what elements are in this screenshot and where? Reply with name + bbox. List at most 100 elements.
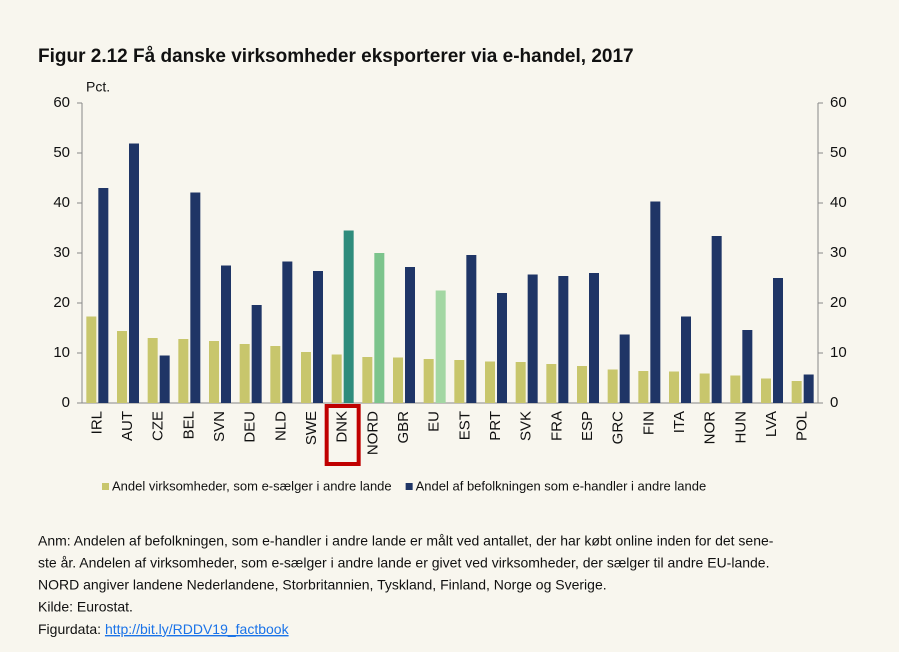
bar xyxy=(497,293,507,403)
x-tick-label: FIN xyxy=(640,411,657,435)
note-line: Anm: Andelen af befolkningen, som e-hand… xyxy=(38,533,774,549)
x-tick-label: LVA xyxy=(763,411,780,437)
bar xyxy=(251,305,262,403)
y-axis-label: Pct. xyxy=(86,79,110,95)
y2-tick-label: 10 xyxy=(830,344,847,361)
bar xyxy=(282,261,293,403)
bar xyxy=(435,290,446,403)
bar xyxy=(515,362,526,403)
y2-tick-label: 50 xyxy=(830,144,847,161)
x-tick-label: GBR xyxy=(395,411,412,444)
bar xyxy=(466,255,477,403)
x-tick-label: ITA xyxy=(671,411,688,433)
y-tick-label: 40 xyxy=(53,194,70,211)
y-tick-label: 60 xyxy=(53,94,70,111)
x-tick-label: AUT xyxy=(119,411,136,441)
bar xyxy=(98,188,109,403)
x-tick-label: CZE xyxy=(150,411,167,441)
bar xyxy=(638,371,649,403)
chart-title: Figur 2.12 Få danske virksomheder ekspor… xyxy=(38,46,634,67)
x-tick-label: FRA xyxy=(548,411,565,441)
bar xyxy=(159,355,170,403)
source-link[interactable]: http://bit.ly/RDDV19_factbook xyxy=(105,621,290,637)
bar xyxy=(270,346,281,403)
bar xyxy=(607,369,618,403)
bar xyxy=(374,253,385,403)
bar xyxy=(485,361,495,403)
legend-label: Andel virksomheder, som e-sælger i andre… xyxy=(112,478,392,493)
bar xyxy=(791,381,802,403)
bar xyxy=(527,274,538,403)
legend-swatch xyxy=(102,483,109,490)
bar xyxy=(454,360,465,403)
bar xyxy=(423,359,434,403)
highlight-box xyxy=(324,404,361,466)
x-tick-label: NLD xyxy=(272,411,289,441)
bar xyxy=(803,374,814,403)
x-tick-label: DNK xyxy=(334,411,351,443)
bar xyxy=(331,354,342,403)
legend-swatch xyxy=(405,483,413,490)
y2-tick-label: 60 xyxy=(830,94,847,111)
bar xyxy=(669,371,679,403)
y2-tick-label: 40 xyxy=(830,194,847,211)
note-line: ste år. Andelen af virksomheder, som e-s… xyxy=(38,555,769,571)
x-tick-label: GRC xyxy=(610,411,627,445)
bar xyxy=(239,344,250,403)
source-prefix: Figurdata: xyxy=(38,621,105,637)
bar xyxy=(761,378,771,403)
y-tick-label: 10 xyxy=(53,344,70,361)
x-tick-label: POL xyxy=(794,411,811,441)
x-tick-label: SWE xyxy=(303,411,320,445)
bar xyxy=(362,357,373,403)
bar xyxy=(209,341,219,403)
x-tick-label: PRT xyxy=(487,411,504,441)
bar xyxy=(650,201,661,403)
y-tick-label: 50 xyxy=(53,144,70,161)
bar xyxy=(589,273,599,403)
y-tick-label: 0 xyxy=(62,394,70,411)
bar xyxy=(699,373,710,403)
bar xyxy=(178,339,189,403)
bar xyxy=(619,334,630,403)
x-tick-label: NOR xyxy=(702,411,719,445)
y-tick-label: 30 xyxy=(53,244,70,261)
bar xyxy=(742,330,753,403)
bar xyxy=(221,265,231,403)
x-tick-label: ESP xyxy=(579,411,596,441)
bar xyxy=(558,276,569,403)
x-tick-label: HUN xyxy=(732,411,749,444)
legend-label: Andel af befolkningen som e-handler i an… xyxy=(416,478,707,493)
note-line: NORD angiver landene Nederlandene, Storb… xyxy=(38,577,607,593)
bar xyxy=(577,366,587,403)
y2-tick-label: 0 xyxy=(830,394,838,411)
x-tick-label: NORD xyxy=(364,411,381,455)
bar xyxy=(190,192,201,403)
x-tick-label: EU xyxy=(426,411,443,432)
bar xyxy=(546,364,557,403)
bar xyxy=(681,316,691,403)
x-tick-label: SVK xyxy=(518,411,535,441)
bar xyxy=(773,278,783,403)
x-tick-label: DEU xyxy=(242,411,259,443)
x-tick-label: IRL xyxy=(88,411,105,434)
bar xyxy=(343,230,354,403)
bar xyxy=(301,352,311,403)
y-tick-label: 20 xyxy=(53,294,70,311)
x-tick-label: BEL xyxy=(180,411,197,439)
bar xyxy=(711,236,722,403)
bar xyxy=(313,271,323,403)
note-line: Kilde: Eurostat. xyxy=(38,599,133,615)
source: Figurdata: http://bit.ly/RDDV19_factbook xyxy=(38,621,290,637)
y2-tick-label: 30 xyxy=(830,244,847,261)
bar xyxy=(129,143,139,403)
bar xyxy=(730,375,741,403)
bar xyxy=(86,316,97,403)
x-tick-label: EST xyxy=(456,411,473,440)
bar xyxy=(393,357,403,403)
bar xyxy=(405,267,415,403)
y2-tick-label: 20 xyxy=(830,294,847,311)
x-tick-label: SVN xyxy=(211,411,228,442)
